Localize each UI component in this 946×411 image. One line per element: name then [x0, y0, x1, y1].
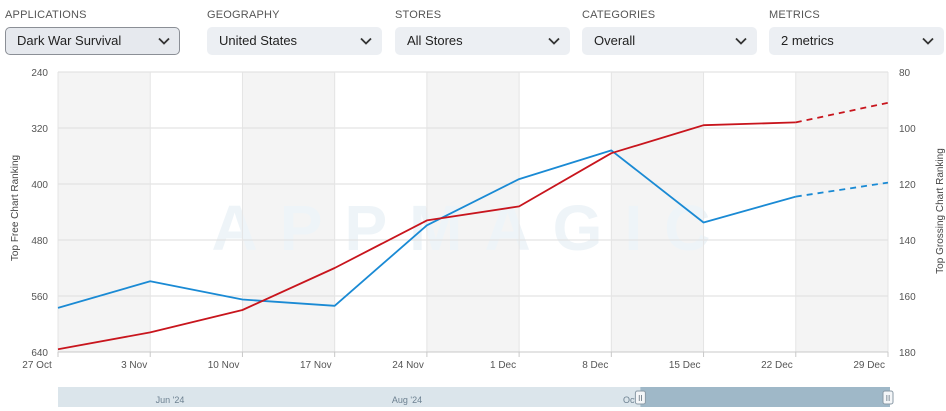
- applications-label: APPLICATIONS: [5, 9, 87, 21]
- applications-filter: APPLICATIONS Dark War Survival: [5, 8, 180, 55]
- x-axis-tick-label: 8 Dec: [582, 360, 608, 371]
- chevron-down-icon: [158, 37, 170, 45]
- left-axis-tick-label: 320: [31, 124, 48, 135]
- left-axis-title: Top Free Chart Ranking: [10, 155, 21, 261]
- week-band: [58, 72, 151, 352]
- metrics-label: METRICS: [769, 9, 820, 21]
- x-axis-ticks: 27 Oct 3 Nov 10 Nov 17 Nov 24 Nov 1 Dec 8 Dec 1…: [22, 352, 889, 371]
- x-axis-tick-label: 29 Dec: [853, 360, 885, 371]
- x-axis-tick-label: 3 Nov: [121, 360, 147, 371]
- series-lines: [57, 101, 889, 351]
- geography-value: United States: [219, 33, 298, 48]
- chevron-down-icon: [735, 37, 747, 45]
- stores-filter: STORES All Stores: [395, 8, 570, 55]
- navigator-label: Jun '24: [156, 395, 185, 405]
- filter-bar: APPLICATIONS Dark War Survival GEOGRAPHY…: [0, 0, 946, 60]
- applications-value: Dark War Survival: [17, 33, 122, 48]
- left-axis-tick-label: 640: [31, 348, 48, 359]
- left-axis-ticks: 240 320 400 480 560 640: [31, 68, 48, 359]
- x-axis-tick-label: 24 Nov: [392, 360, 424, 371]
- week-band: [795, 72, 888, 352]
- applications-dropdown[interactable]: Dark War Survival: [5, 27, 180, 55]
- metrics-filter: METRICS 2 metrics: [769, 8, 944, 55]
- navigator-selection: [640, 387, 890, 407]
- categories-value: Overall: [594, 33, 636, 48]
- metrics-value: 2 metrics: [781, 33, 834, 48]
- navigator-right-handle[interactable]: II: [882, 390, 894, 405]
- handle-box: [634, 390, 646, 405]
- chevron-down-icon: [548, 37, 560, 45]
- handle-grip-icon: II: [638, 394, 642, 403]
- right-axis-tick-label: 100: [899, 124, 916, 135]
- navigator-label: Aug '24: [392, 395, 422, 405]
- left-axis-tick-label: 400: [31, 180, 48, 191]
- x-axis-tick-label: 15 Dec: [669, 360, 701, 371]
- week-band: [426, 72, 520, 352]
- series-forecast-line-1: [795, 181, 889, 198]
- left-axis-tick-label: 480: [31, 236, 48, 247]
- right-axis-tick-label: 180: [899, 348, 916, 359]
- handle-grip-icon: II: [886, 394, 890, 403]
- x-axis-tick-label: 27 Oct: [22, 360, 52, 371]
- right-axis-tick-label: 120: [899, 180, 916, 191]
- right-axis-tick-label: 140: [899, 236, 916, 247]
- week-bands: [58, 72, 888, 352]
- range-navigator[interactable]: Jun '24 Aug '24 Oct II II: [58, 387, 894, 407]
- handle-box: [882, 390, 894, 405]
- categories-filter: CATEGORIES Overall: [582, 8, 757, 55]
- geography-filter: GEOGRAPHY United States: [207, 8, 382, 55]
- geography-dropdown[interactable]: United States: [207, 27, 382, 55]
- right-axis-tick-label: 80: [899, 68, 911, 79]
- x-axis-tick-label: 10 Nov: [208, 360, 240, 371]
- categories-label: CATEGORIES: [582, 9, 656, 21]
- right-axis-ticks: 80 100 120 140 160 180: [899, 68, 916, 359]
- ranking-chart: APPMAGIC 240 320 400 480 560 640 80 100 120 140 1…: [10, 68, 946, 407]
- week-band: [611, 72, 704, 352]
- appmagic-watermark: APPMAGIC: [212, 192, 733, 264]
- stores-label: STORES: [395, 9, 442, 21]
- categories-dropdown[interactable]: Overall: [582, 27, 757, 55]
- right-axis-tick-label: 160: [899, 292, 916, 303]
- x-axis-tick-label: 17 Nov: [300, 360, 332, 371]
- left-axis-tick-label: 240: [31, 68, 48, 79]
- left-axis-tick-label: 560: [31, 292, 48, 303]
- x-axis-tick-label: 22 Dec: [761, 360, 793, 371]
- navigator-left-handle[interactable]: II: [634, 390, 646, 405]
- series-line-2: [57, 121, 796, 351]
- series-forecast-line-2: [795, 101, 889, 124]
- stores-value: All Stores: [407, 33, 463, 48]
- chevron-down-icon: [922, 37, 934, 45]
- grid-lines: [57, 71, 889, 353]
- series-line-1: [57, 149, 797, 309]
- navigator-label: Oct: [623, 395, 638, 405]
- geography-label: GEOGRAPHY: [207, 9, 280, 21]
- x-axis-tick-label: 1 Dec: [490, 360, 516, 371]
- chevron-down-icon: [360, 37, 372, 45]
- right-axis-title: Top Grossing Chart Ranking: [935, 148, 946, 274]
- metrics-dropdown[interactable]: 2 metrics: [769, 27, 944, 55]
- stores-dropdown[interactable]: All Stores: [395, 27, 570, 55]
